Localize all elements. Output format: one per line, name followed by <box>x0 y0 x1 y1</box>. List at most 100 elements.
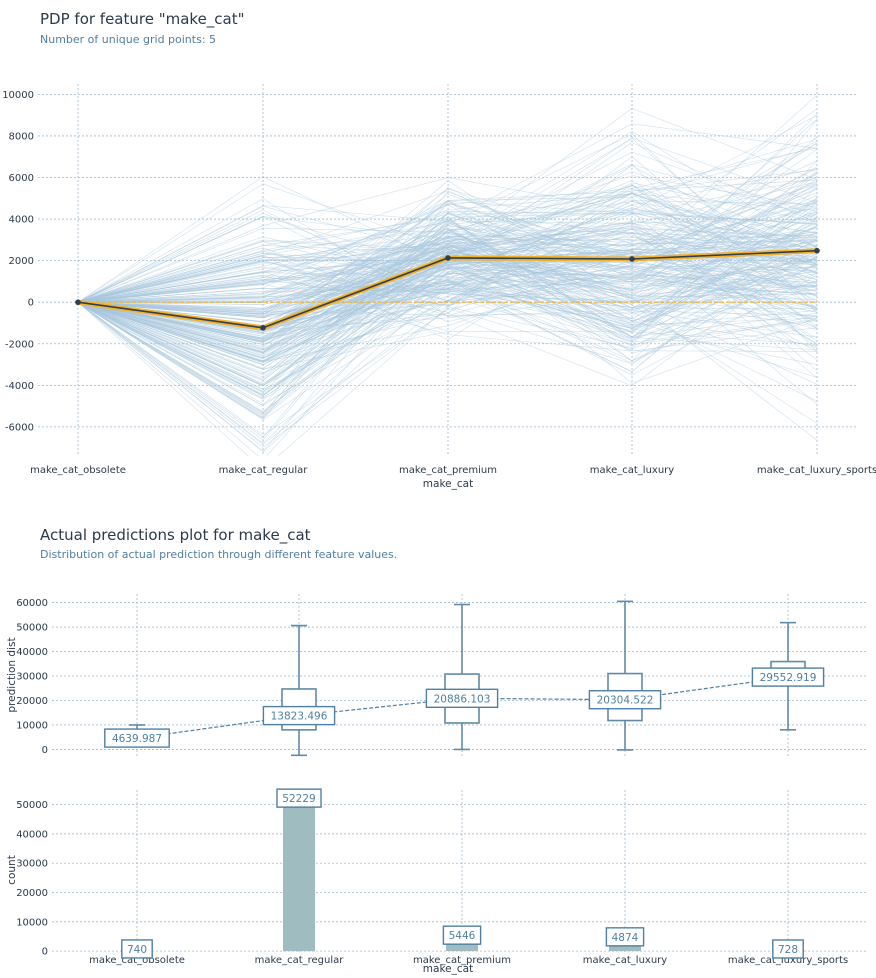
pdp-ice-line <box>77 250 818 303</box>
bar-x-tick-label: make_cat_premium <box>413 955 511 966</box>
pdp-ice-line <box>77 251 818 369</box>
pdp-ice-line <box>77 266 818 378</box>
pdp-ice-line <box>77 207 818 387</box>
bar-x-tick-label: make_cat_luxury <box>583 955 667 966</box>
box-y-tick-label: 30000 <box>16 672 48 683</box>
pdp-y-tick-label: 4000 <box>9 215 34 226</box>
box-main: 4639.987 13823.496 20886.103 20304.522 29552… <box>104 600 825 757</box>
pdp-ice-line <box>77 182 818 341</box>
pdp-ice-line <box>77 220 818 361</box>
bar-x-axis-label: make_cat <box>423 963 473 975</box>
bar-x-tick-label: make_cat_obsolete <box>89 955 185 966</box>
box-mean-label-box <box>588 690 662 710</box>
pdp-x-tick-label: make_cat_luxury_sports <box>757 465 876 476</box>
bar-rect <box>283 798 315 952</box>
pdp-y-tick-label: 8000 <box>9 131 34 142</box>
pdp-title: PDP for feature "make_cat" <box>40 10 245 29</box>
pdp-point <box>814 247 820 254</box>
pdp-ice-line <box>77 259 818 412</box>
bar-value-label-box <box>442 925 482 945</box>
bar-y-tick-label: 30000 <box>16 859 48 870</box>
pdp-point <box>260 324 266 331</box>
box-mean-label: 20304.522 <box>597 695 654 707</box>
pdp-x-tick-label: make_cat_luxury <box>590 465 674 476</box>
box-mean-label-box <box>425 688 499 709</box>
pdp-ice-line <box>77 161 818 354</box>
bar-value-label-box <box>772 939 804 959</box>
bar-value-label: 5446 <box>449 930 476 942</box>
pdp-ice-line <box>77 190 818 303</box>
pdp-ice-line <box>77 270 818 392</box>
pdp-point <box>629 256 635 262</box>
pdp-ice-line <box>77 242 818 362</box>
pdp-ice-line <box>77 198 818 317</box>
bar-value-label-box <box>276 788 322 808</box>
bar-x-tick-label: make_cat_regular <box>255 955 345 966</box>
pdp-ice-line <box>77 240 818 342</box>
pdp-ice-line <box>77 224 818 320</box>
pdp-point <box>75 299 81 306</box>
pdp-ice-line <box>77 236 818 313</box>
pdp-y-tick-label: 2000 <box>9 256 34 267</box>
pdp-ice-line <box>77 238 818 303</box>
pdp-point <box>445 255 451 261</box>
pdp-ice-line <box>77 228 818 416</box>
pdp-ice-line <box>77 108 818 303</box>
bar-value-label: 4874 <box>612 932 639 944</box>
pdp-ice-line <box>77 187 818 303</box>
actual-pred-title: Actual predictions plot for make_cat <box>40 526 311 545</box>
pdp-y-tick-label: -6000 <box>5 422 34 433</box>
pdp-x-tick-label: make_cat_premium <box>399 465 497 476</box>
pdp-ice-line <box>77 211 818 339</box>
pdp-ice-line <box>77 280 818 401</box>
bar-grid: 50000 40000 30000 20000 10000 0 make_cat_obsol… <box>16 790 868 966</box>
pdp-ice-line <box>77 202 818 415</box>
pdp-ice-line <box>77 212 818 414</box>
pdp-ice-line <box>77 137 818 417</box>
bar-y-tick-label: 40000 <box>16 829 48 840</box>
pdp-ice-line <box>77 177 818 303</box>
box-mean-label: 29552.919 <box>760 672 817 684</box>
bar-y-axis-label: count <box>6 855 18 885</box>
pdp-ice-line <box>77 213 818 405</box>
bar-y-tick-label: 10000 <box>16 917 48 928</box>
pdp-ice-line <box>77 164 818 362</box>
box-y-tick-label: 60000 <box>16 598 48 609</box>
bar-x-tick-label: make_cat_luxury_sports <box>728 955 848 966</box>
box-mean-label-box <box>262 705 336 726</box>
bar-value-label: 728 <box>778 944 798 956</box>
bar-value-label: 740 <box>127 944 147 956</box>
pdp-ice-line <box>77 227 818 413</box>
pdp-ice-line <box>77 192 818 303</box>
bar-y-tick-label: 20000 <box>16 888 48 899</box>
pdp-ice-line <box>77 283 818 316</box>
pdp-ice-line <box>77 140 818 303</box>
bar-value-label: 52229 <box>282 793 315 805</box>
pdp-main <box>75 247 820 331</box>
box-y-tick-label: 0 <box>42 745 48 756</box>
box-mean-label: 20886.103 <box>434 693 491 705</box>
pdp-y-tick-label: -4000 <box>5 381 34 392</box>
pdp-ice-line <box>77 200 818 380</box>
bar-main: 740 52229 5446 4874 728 <box>121 788 804 959</box>
pdp-ice-line <box>77 245 818 315</box>
pdp-ice-line <box>77 183 818 314</box>
actual-pred-subtitle: Distribution of actual prediction throug… <box>40 548 397 561</box>
box-mean-label: 4639.987 <box>112 733 162 745</box>
pdp-ice-line <box>77 267 818 395</box>
pdp-x-axis-label: make_cat <box>423 478 473 490</box>
box-y-axis-label: prediction dist <box>6 637 18 712</box>
pdp-ice-line <box>77 215 818 347</box>
pdp-ice-line <box>77 237 818 370</box>
pdp-ice-line <box>77 265 818 436</box>
pdp-x-tick-label: make_cat_obsolete <box>30 465 126 476</box>
pdp-ice-group <box>77 94 818 456</box>
box-y-tick-label: 10000 <box>16 720 48 731</box>
pdp-ice-line <box>77 221 818 303</box>
pdp-ice-line <box>77 209 818 303</box>
pdp-ice-line <box>77 118 818 342</box>
box-y-tick-label: 20000 <box>16 696 48 707</box>
box-mean-label-box <box>104 728 170 748</box>
